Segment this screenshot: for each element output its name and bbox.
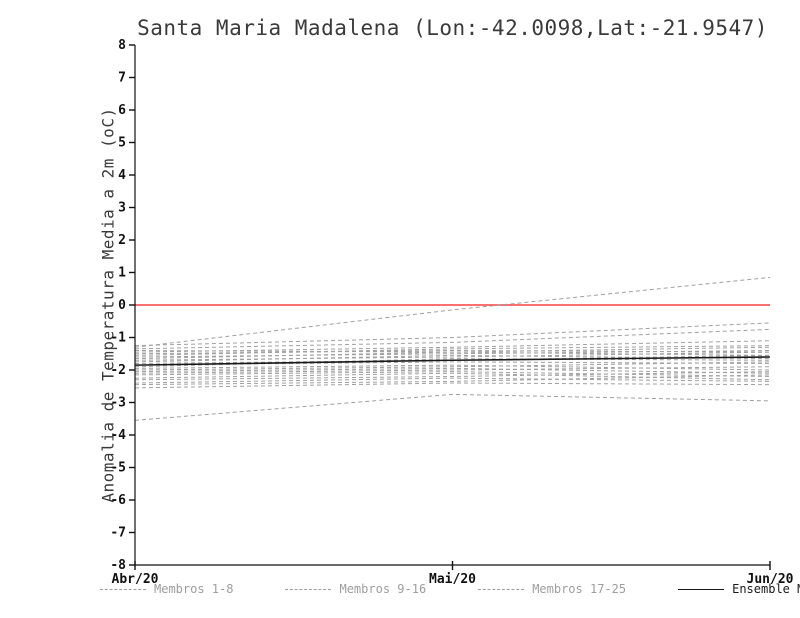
ensemble-member-line (134, 276, 771, 348)
y-tick-label: -8 (110, 558, 126, 573)
chart-legend: Membros 1-8 Membros 9-16 Membros 17-25 E… (100, 582, 800, 596)
dashed-line-icon (100, 588, 146, 590)
ensemble-member-line (134, 366, 771, 374)
y-tick-label: 7 (118, 71, 126, 86)
y-tick-label: -5 (110, 461, 126, 476)
ensemble-member-line (134, 374, 771, 386)
ensemble-member-line (134, 371, 771, 377)
legend-label: Membros 1-8 (154, 582, 234, 596)
solid-line-icon (678, 588, 725, 590)
y-tick-label: 4 (118, 168, 126, 183)
y-tick-label: 2 (118, 233, 126, 248)
ensemble-member-line (134, 367, 771, 374)
ensemble-member-line (134, 340, 771, 353)
ensemble-member-line (134, 350, 771, 358)
ensemble-member-line (134, 371, 771, 381)
x-tick-label: Mai/20 (429, 572, 476, 587)
ensemble-member-line (134, 351, 771, 361)
y-tick-label: 6 (118, 103, 126, 118)
legend-item-membros-17-25: Membros 17-25 (478, 582, 626, 596)
legend-label: Membros 17-25 (532, 582, 627, 596)
y-tick-label: -7 (110, 526, 126, 541)
ensemble-member-line (134, 361, 771, 371)
legend-item-membros-1-8: Membros 1-8 (100, 582, 233, 596)
dashed-line-icon (285, 588, 332, 590)
ensemble-member-line (134, 322, 771, 347)
y-tick-label: 0 (118, 298, 126, 313)
legend-label: Membros 9-16 (339, 582, 427, 596)
ensemble-member-line (134, 377, 771, 384)
y-tick-label: -6 (110, 493, 126, 508)
y-tick-label: -3 (110, 396, 126, 411)
ensemble-member-line (134, 349, 771, 355)
chart-title: Santa Maria Madalena (Lon:-42.0098,Lat:-… (137, 16, 768, 40)
y-tick-label: 1 (118, 266, 126, 281)
y-tick-label: 8 (118, 38, 126, 53)
ensemble-member-line (134, 345, 771, 356)
ensemble-member-line (134, 328, 771, 350)
y-tick-label: 3 (118, 201, 126, 216)
ensemble-member-line (134, 393, 771, 421)
ensemble-member-line (134, 372, 771, 381)
y-tick-label: -4 (110, 428, 126, 443)
ensemble-mean-line (134, 356, 771, 366)
legend-label: Ensemble Mean (732, 582, 800, 596)
ensemble-member-line (134, 351, 771, 360)
x-tick-label: Abr/20 (112, 572, 159, 587)
ensemble-member-line (134, 382, 771, 389)
legend-item-membros-9-16: Membros 9-16 (285, 582, 426, 596)
y-tick-label: -2 (110, 363, 126, 378)
ensemble-member-line (134, 364, 771, 371)
y-tick-label: 5 (118, 136, 126, 151)
ensemble-member-line (134, 354, 771, 363)
legend-item-ensemble-mean: Ensemble Mean (678, 582, 800, 596)
dashed-line-icon (478, 588, 525, 590)
x-tick-label: Jun/20 (747, 572, 794, 587)
y-tick-label: -1 (110, 331, 126, 346)
